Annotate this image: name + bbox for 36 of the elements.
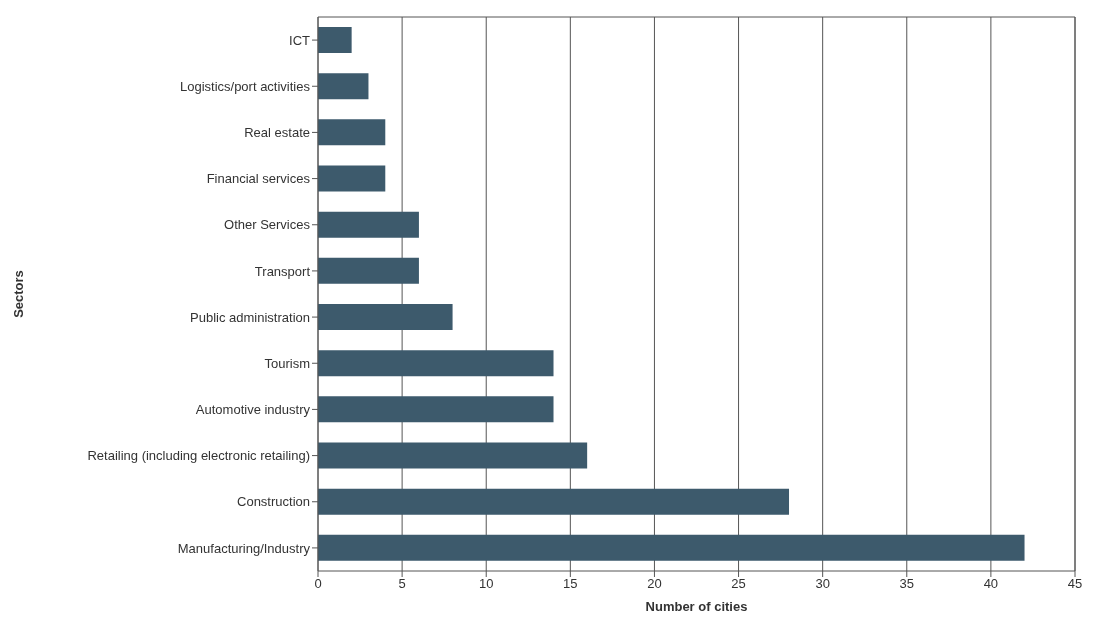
y-tick-label: Real estate (244, 125, 310, 141)
bar (318, 257, 419, 284)
bar (318, 488, 790, 515)
x-tick-label: 35 (899, 576, 915, 592)
bar (318, 442, 588, 469)
x-tick-label: 25 (731, 576, 746, 592)
x-axis-title: Number of cities (645, 599, 748, 614)
y-tick-label: Public administration (190, 309, 310, 325)
y-tick-label: Financial services (206, 171, 311, 187)
bar (318, 165, 386, 192)
bar (318, 27, 352, 53)
x-tick-label: 30 (815, 576, 830, 592)
bar (318, 119, 386, 146)
bar (318, 396, 554, 423)
bar (318, 304, 453, 330)
x-tick-label: 5 (398, 576, 406, 592)
bar (318, 211, 419, 238)
y-tick-label: Retailing (including electronic retailing) (87, 448, 310, 464)
x-tick-label: 40 (983, 576, 999, 592)
y-tick-label: Automotive industry (195, 402, 311, 418)
y-tick-label: Construction (237, 494, 310, 510)
y-tick-label: Manufacturing/Industry (177, 540, 311, 556)
bar (318, 350, 554, 377)
x-tick-label: 45 (1067, 576, 1083, 592)
x-tick-label: 20 (647, 576, 662, 592)
x-tick-label: 15 (563, 576, 578, 592)
x-tick-label: 10 (478, 576, 494, 592)
y-axis-title: Sectors (10, 270, 26, 318)
x-tick-label: 0 (314, 576, 322, 592)
y-tick-label: Other Services (224, 217, 311, 233)
y-tick-label: Tourism (264, 355, 310, 371)
y-tick-label: ICT (289, 32, 311, 48)
bar (318, 73, 369, 100)
y-tick-label: Transport (254, 263, 311, 279)
bar (318, 534, 1025, 561)
y-tick-label: Logistics/port activities (179, 78, 311, 94)
